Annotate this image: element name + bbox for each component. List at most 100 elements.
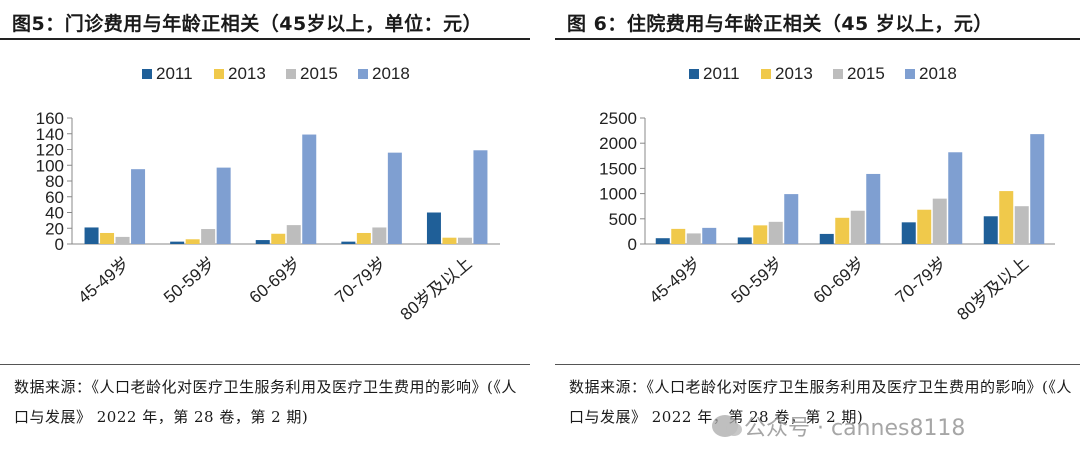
y-tick-label: 20 — [45, 219, 64, 238]
y-tick-label: 40 — [45, 204, 64, 223]
x-tick-label: 60-69岁 — [810, 254, 869, 307]
bar-2018-2 — [784, 194, 799, 244]
bar-2018-1 — [702, 227, 717, 244]
wechat-icon — [712, 415, 742, 437]
bar-2013-4 — [356, 232, 371, 244]
y-tick-label: 2000 — [599, 134, 637, 153]
bar-2015-5 — [1014, 206, 1029, 244]
y-tick-label: 2500 — [599, 109, 637, 128]
legend-swatch — [833, 69, 843, 79]
source-divider — [0, 364, 530, 365]
bar-2013-3 — [271, 233, 286, 244]
legend-swatch — [761, 69, 771, 79]
bar-2015-3 — [286, 225, 301, 244]
legend-item-2018: 2018 — [358, 64, 410, 83]
bar-2018-3 — [866, 173, 881, 244]
bar-2018-4 — [948, 152, 963, 244]
x-tick-label: 45-49岁 — [646, 254, 705, 307]
legend-item-2015: 2015 — [833, 64, 885, 83]
bar-2018-1 — [131, 169, 146, 244]
x-tick-label: 80岁及以上 — [953, 254, 1032, 324]
bar-2011-2 — [737, 237, 752, 244]
bar-2011-2 — [170, 241, 185, 244]
bar-2015-3 — [850, 210, 865, 244]
bar-2013-5 — [999, 191, 1014, 244]
bar-2013-4 — [917, 209, 932, 244]
bar-2015-4 — [932, 198, 947, 244]
legend-label: 2013 — [775, 64, 813, 83]
legend-item-2011: 2011 — [689, 64, 740, 83]
legend-label: 2011 — [703, 64, 740, 83]
legend-label: 2015 — [847, 64, 885, 83]
x-tick-label: 80岁及以上 — [397, 254, 476, 324]
y-tick-label: 500 — [609, 210, 637, 229]
bar-2011-5 — [983, 216, 998, 244]
bar-2013-1 — [100, 232, 115, 244]
bar-2011-3 — [819, 233, 834, 244]
y-tick-label: 100 — [36, 156, 64, 175]
legend-label: 2018 — [372, 64, 410, 83]
bar-2011-1 — [655, 238, 670, 244]
legend-swatch — [214, 69, 224, 79]
legend-swatch — [142, 69, 152, 79]
y-tick-label: 1500 — [599, 159, 637, 178]
legend-label: 2011 — [156, 64, 193, 83]
y-tick-label: 160 — [36, 109, 64, 128]
inpatient-cost-chart: 2011 2013 2015 2018 0 500 1000 1500 2000 2500 45-4… — [599, 64, 1055, 324]
y-tick-label: 60 — [45, 188, 64, 207]
y-tick-label: 120 — [36, 141, 64, 160]
bar-2015-5 — [457, 237, 472, 244]
y-tick-label: 1000 — [599, 185, 637, 204]
bar-2013-3 — [835, 217, 850, 244]
legend-item-2015: 2015 — [286, 64, 338, 83]
legend-swatch — [286, 69, 296, 79]
x-tick-label: 45-49岁 — [75, 254, 134, 307]
y-tick-label: 140 — [36, 125, 64, 144]
legend-label: 2013 — [228, 64, 266, 83]
bar-2018-5 — [473, 150, 488, 244]
y-tick-label: 0 — [628, 235, 637, 254]
bar-2013-2 — [185, 239, 200, 244]
bar-2015-2 — [768, 221, 783, 244]
bar-2013-5 — [442, 237, 457, 244]
x-tick-label: 50-59岁 — [728, 254, 787, 307]
legend-swatch — [905, 69, 915, 79]
legend-item-2013: 2013 — [761, 64, 813, 83]
bar-2015-1 — [686, 233, 701, 244]
source-note: 数据来源：《人口老龄化对医疗卫生服务利用及医疗卫生费用的影响》(《人口与发展》 … — [14, 378, 517, 426]
x-tick-label: 60-69岁 — [246, 254, 305, 307]
bar-2015-2 — [201, 229, 216, 244]
legend-swatch — [689, 69, 699, 79]
x-tick-label: 50-59岁 — [160, 254, 219, 307]
legend-item-2018: 2018 — [905, 64, 957, 83]
y-tick-label: 80 — [45, 172, 64, 191]
legend-label: 2018 — [919, 64, 957, 83]
title-divider — [0, 38, 530, 40]
legend-swatch — [358, 69, 368, 79]
legend-item-2011: 2011 — [142, 64, 193, 83]
watermark-text: 公众号 · cannes8118 — [744, 416, 966, 441]
bar-2015-1 — [115, 236, 130, 244]
y-tick-label: 0 — [55, 235, 64, 254]
source-divider — [555, 364, 1080, 365]
x-tick-label: 70-79岁 — [331, 254, 390, 307]
legend-item-2013: 2013 — [214, 64, 266, 83]
bar-2011-5 — [426, 212, 441, 244]
bar-2011-4 — [901, 222, 916, 244]
watermark: 公众号 · cannes8118 — [712, 410, 965, 442]
inpatient-cost-panel: 图 6：住院费用与年龄正相关（45 岁以上，元） 2011 2013 2015 201… — [555, 0, 1080, 467]
legend-label: 2015 — [300, 64, 338, 83]
bar-2018-2 — [216, 167, 231, 244]
chart-title: 图5：门诊费用与年龄正相关（45岁以上，单位：元） — [12, 13, 483, 35]
title-divider — [555, 38, 1080, 40]
bar-2018-5 — [1030, 134, 1045, 244]
bar-2011-4 — [341, 241, 356, 244]
chart-title: 图 6：住院费用与年龄正相关（45 岁以上，元） — [567, 13, 993, 35]
bar-2015-4 — [372, 227, 387, 244]
bar-2013-1 — [671, 228, 686, 244]
x-tick-label: 70-79岁 — [892, 254, 951, 307]
bar-2013-2 — [753, 225, 768, 244]
bar-2011-3 — [255, 240, 270, 244]
bar-2018-3 — [302, 134, 317, 244]
